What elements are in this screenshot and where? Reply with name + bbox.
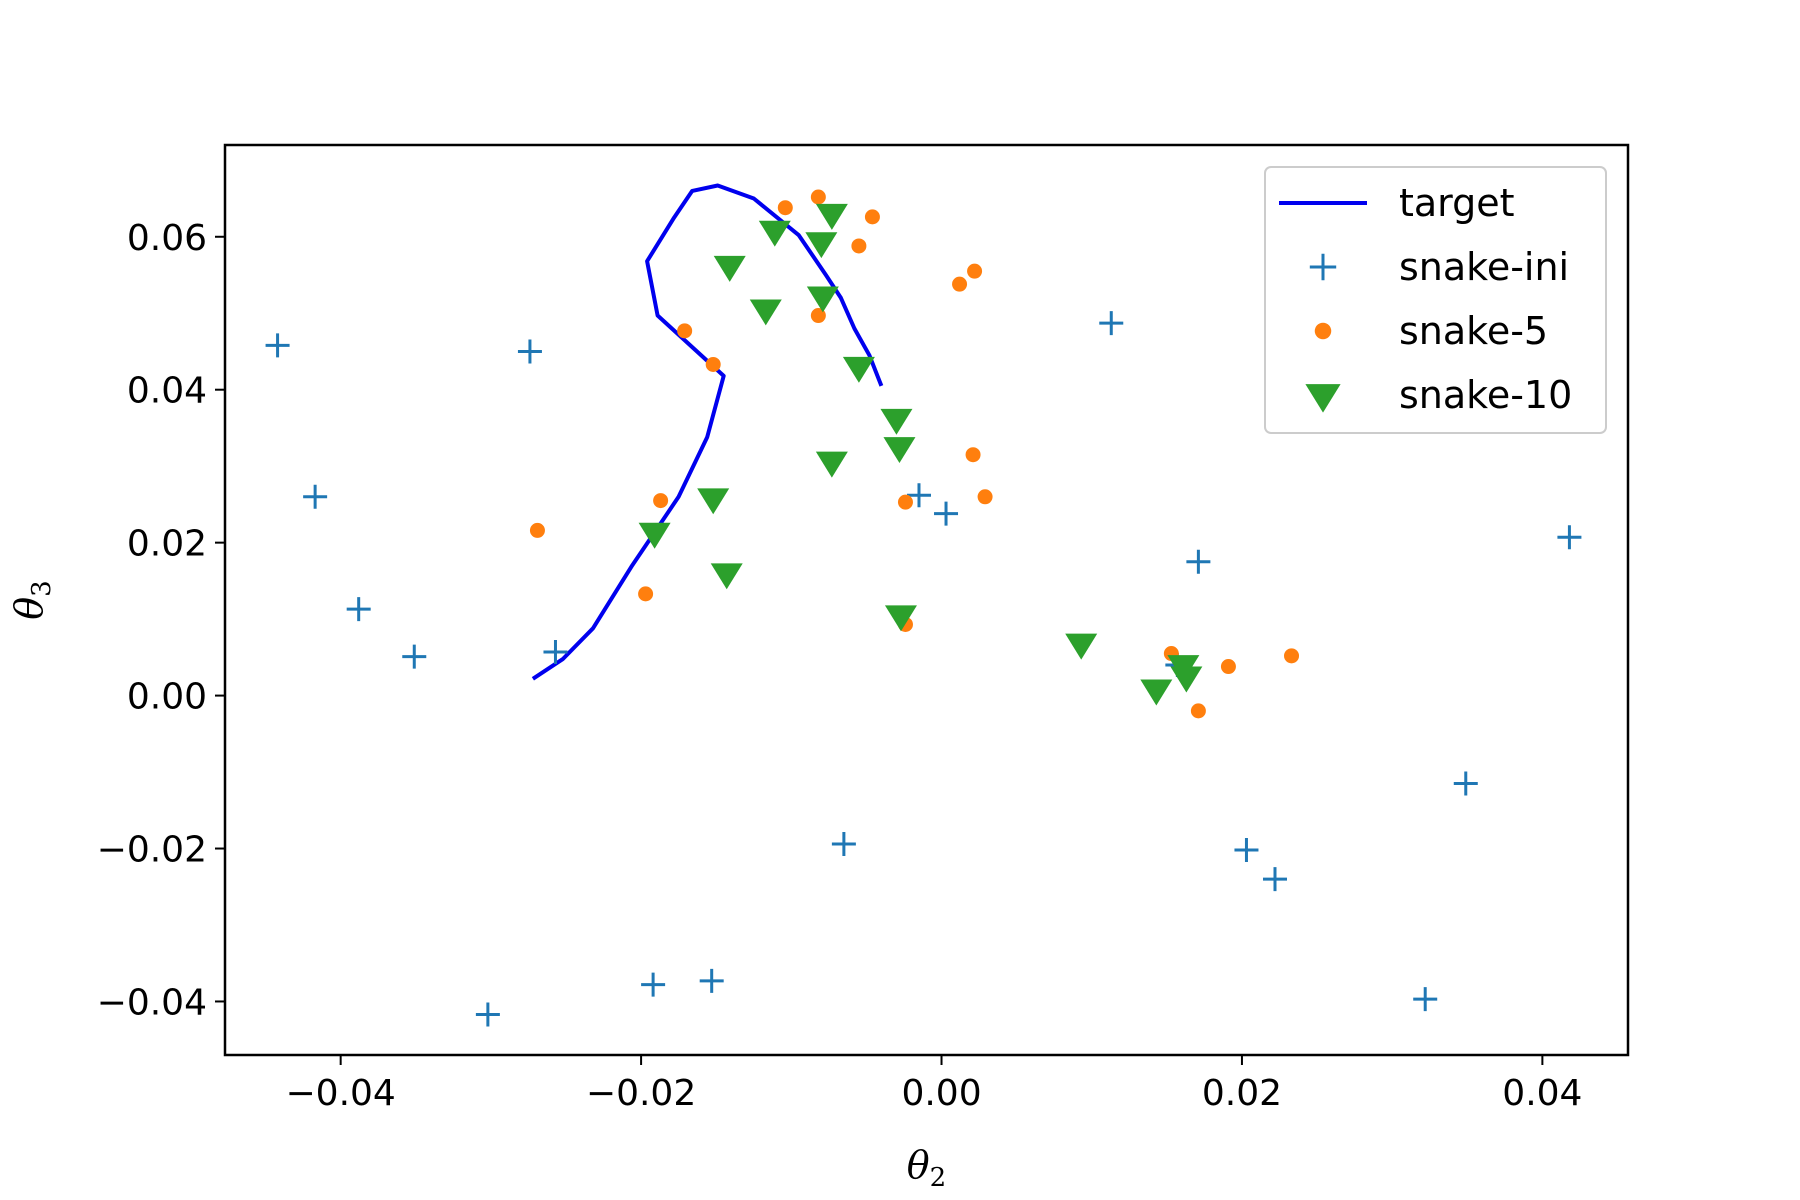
- snake-10-point: [842, 356, 875, 383]
- x-tick-label: 0.00: [901, 1073, 981, 1114]
- snake-5-point: [705, 356, 721, 372]
- snake-5-point: [1220, 659, 1236, 675]
- snake-ini-point: [1186, 549, 1211, 574]
- plot-area: [265, 183, 1582, 1027]
- snake-5-point: [1190, 703, 1206, 719]
- snake-10-point: [1305, 384, 1341, 413]
- snake-5-point: [810, 189, 826, 205]
- snake-5-point: [851, 238, 867, 254]
- snake-10-point: [815, 451, 848, 478]
- legend-label: target: [1399, 181, 1515, 225]
- snake-5-point: [977, 489, 993, 505]
- snake-10-point: [1065, 633, 1098, 660]
- snake-ini-point: [641, 972, 666, 997]
- snake-10-point: [749, 299, 782, 326]
- y-tick-label: 0.04: [127, 371, 207, 412]
- snake-ini-point: [934, 501, 959, 526]
- snake-ini-point: [517, 339, 542, 364]
- snake-5-point: [864, 209, 880, 225]
- snake-10-point: [880, 408, 913, 435]
- snake-5-point: [810, 308, 826, 324]
- snake-ini-point: [346, 597, 371, 622]
- x-tick-label: 0.02: [1202, 1073, 1282, 1114]
- snake-5-point: [897, 494, 913, 510]
- y-tick-label: 0.02: [127, 524, 207, 565]
- y-tick-label: −0.04: [97, 982, 207, 1023]
- legend: target snake-ini snake-5 snake-10: [1264, 166, 1607, 434]
- y-axis: −0.04 −0.02 0.00 0.02 0.04 0.06: [97, 218, 225, 1023]
- snake-ini-point: [543, 640, 568, 664]
- snake-5-point: [638, 586, 654, 602]
- snake-ini-point: [1557, 525, 1582, 550]
- legend-entry-snake-ini: snake-ini: [1309, 245, 1569, 289]
- y-tick-label: 0.00: [127, 677, 207, 718]
- x-tick-label: −0.04: [286, 1073, 396, 1114]
- snake-5-point: [952, 276, 968, 292]
- snake-ini-point: [303, 484, 328, 509]
- legend-label: snake-5: [1399, 309, 1548, 353]
- snake-ini-point: [1263, 867, 1287, 892]
- snake-10-point: [1170, 666, 1203, 693]
- x-tick-label: −0.02: [586, 1073, 696, 1114]
- snake-10-point: [710, 563, 743, 590]
- y-axis-label: θ3: [7, 580, 57, 619]
- snake-5-point: [677, 323, 693, 339]
- snake-ini-point: [831, 831, 856, 856]
- legend-box: [1264, 166, 1607, 434]
- snake-ini-point: [1309, 253, 1337, 281]
- snake-ini-point: [1234, 838, 1259, 863]
- snake-10-point: [697, 488, 730, 515]
- target-line: [531, 183, 884, 681]
- snake-ini-point: [475, 1002, 500, 1027]
- snake-10-point: [884, 605, 917, 632]
- x-axis-label: θ2: [907, 1143, 946, 1193]
- snake-5-point: [653, 493, 669, 509]
- snake-10-point: [805, 232, 838, 259]
- snake-5-point: [965, 447, 981, 463]
- snake-5-point: [777, 200, 793, 216]
- legend-label: snake-ini: [1399, 245, 1569, 289]
- snake-ini-point: [1453, 771, 1478, 796]
- snake-ini-point: [1099, 311, 1124, 336]
- snake-5-point: [967, 263, 983, 279]
- snake-ini-point: [699, 968, 724, 993]
- y-tick-label: −0.02: [97, 830, 207, 871]
- snake-10-point: [758, 220, 791, 247]
- snake-ini-point: [906, 483, 931, 508]
- snake-5-point: [529, 522, 545, 538]
- snake-10-point: [638, 522, 671, 549]
- snake-5-point: [1314, 322, 1332, 340]
- x-axis: −0.04 −0.02 0.00 0.02 0.04: [286, 1055, 1582, 1114]
- snake-10-point: [883, 437, 916, 464]
- axes-frame: [223, 143, 1630, 1057]
- snake-ini-point: [402, 644, 427, 669]
- y-tick-label: 0.06: [127, 218, 207, 259]
- snake-5-point: [1284, 648, 1300, 664]
- snake-10-point: [1140, 679, 1173, 706]
- snake-10-point: [815, 203, 848, 230]
- x-tick-label: 0.04: [1502, 1073, 1582, 1114]
- legend-label: snake-10: [1399, 373, 1572, 417]
- snake-ini-point: [265, 333, 290, 358]
- snake-10-point: [713, 255, 746, 282]
- legend-entry-snake-10: snake-10: [1305, 373, 1572, 417]
- legend-entry-snake-5: snake-5: [1314, 309, 1548, 353]
- legend-entry-target: target: [1279, 181, 1515, 225]
- snake-10-point: [806, 286, 839, 313]
- snake-ini-point: [1413, 987, 1438, 1012]
